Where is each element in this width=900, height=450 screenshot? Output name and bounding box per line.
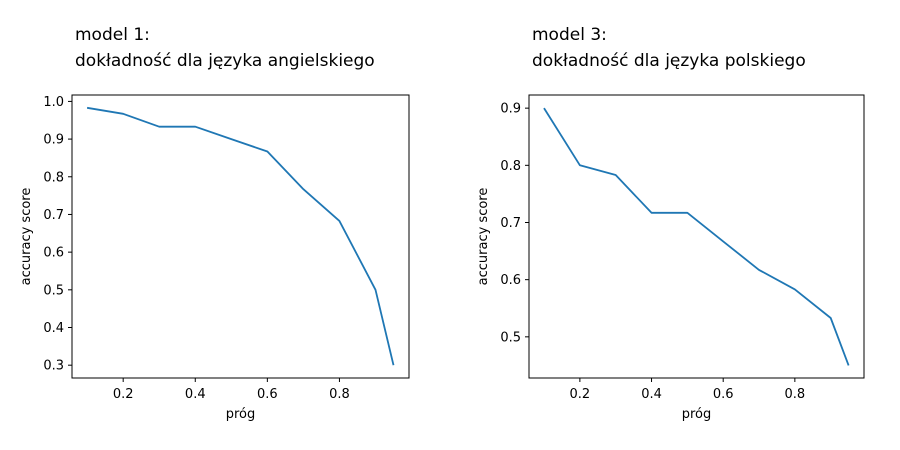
- chart-1-y-tick-label: 0.6: [43, 246, 64, 261]
- chart-2-y-tick-label: 0.7: [500, 216, 521, 231]
- chart-2-title-line-2: dokładność dla języka polskiego: [532, 51, 806, 71]
- chart-1-y-tick-label: 0.9: [43, 133, 64, 148]
- chart-2-y-tick-label: 0.6: [500, 273, 521, 288]
- chart-1-y-tick-label: 1.0: [43, 95, 64, 110]
- chart-2-y-tick-label: 0.8: [500, 159, 521, 174]
- chart-1-y-tick-label: 0.5: [43, 283, 64, 298]
- chart-1-series-line: [86, 106, 395, 366]
- chart-1-y-tick-label: 0.8: [43, 170, 64, 185]
- chart-2-title: model 3: dokładność dla języka polskiego: [532, 22, 806, 74]
- chart-1-title-line-2: dokładność dla języka angielskiego: [75, 51, 375, 71]
- chart-1-x-tick-label: 0.4: [185, 387, 206, 402]
- chart-2-plot-frame: [528, 94, 865, 379]
- chart-1-x-tick-label: 0.6: [257, 387, 278, 402]
- chart-1-title-line-1: model 1:: [75, 25, 150, 45]
- chart-1-plot-frame: [71, 94, 410, 379]
- chart-2-y-axis-label: accuracy score: [476, 188, 491, 286]
- chart-1-y-axis-label: accuracy score: [19, 188, 34, 286]
- chart-2-series-line: [543, 107, 850, 366]
- chart-1-y-tick-label: 0.4: [43, 321, 64, 336]
- chart-2-x-tick-label: 0.8: [785, 387, 806, 402]
- chart-2-x-tick-label: 0.2: [570, 387, 591, 402]
- chart-2-x-tick-label: 0.6: [713, 387, 734, 402]
- chart-1-x-axis-label: próg: [226, 407, 256, 422]
- chart-2-x-tick-label: 0.4: [641, 387, 662, 402]
- chart-1-title: model 1: dokładność dla języka angielski…: [75, 22, 375, 74]
- chart-1-x-tick-label: 0.2: [113, 387, 134, 402]
- chart-2-y-tick-label: 0.5: [500, 330, 521, 345]
- chart-1-x-tick-label: 0.8: [329, 387, 350, 402]
- chart-2-title-line-1: model 3:: [532, 25, 607, 45]
- chart-2-y-tick-label: 0.9: [500, 102, 521, 117]
- chart-1-y-tick-label: 0.7: [43, 208, 64, 223]
- chart-2-x-axis-label: próg: [682, 407, 712, 422]
- chart-1-y-tick-label: 0.3: [43, 359, 64, 374]
